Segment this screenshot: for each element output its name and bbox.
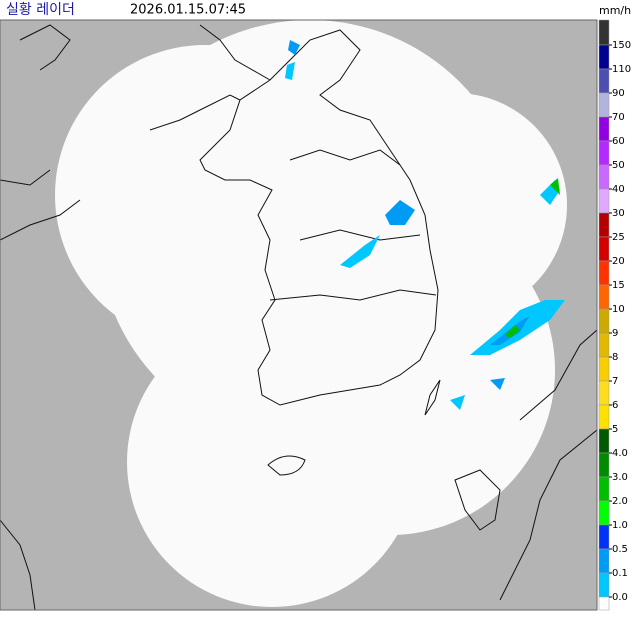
coastlines: [0, 24, 598, 611]
legend-label: 1.0: [612, 520, 628, 531]
legend-label: 30: [612, 208, 625, 219]
legend-swatch: [598, 524, 610, 550]
legend-swatch: [598, 548, 610, 574]
legend-swatch: [598, 164, 610, 190]
legend-label: 9: [612, 328, 618, 339]
legend-label: 0.0: [612, 592, 628, 603]
legend-label: 3.0: [612, 472, 628, 483]
legend-swatch: [598, 212, 610, 238]
legend-label: 2.0: [612, 496, 628, 507]
legend-swatch: [598, 404, 610, 430]
legend-label: 5: [612, 424, 618, 435]
legend-swatch: [598, 284, 610, 310]
legend-swatch: [598, 596, 610, 611]
legend-label: 6: [612, 400, 618, 411]
timestamp: 2026.01.15.07:45: [130, 3, 246, 18]
unit: mm/h: [599, 4, 631, 17]
map: [0, 19, 598, 611]
legend-label: 40: [612, 184, 625, 195]
legend-label: 0.5: [612, 544, 628, 555]
legend-label: 70: [612, 112, 625, 123]
legend-label: 8: [612, 352, 618, 363]
legend-label: 10: [612, 304, 625, 315]
map-frame: [0, 19, 598, 611]
legend-label: 50: [612, 160, 625, 171]
legend-swatch: [598, 452, 610, 478]
legend-label: 110: [612, 64, 631, 75]
echoes: [285, 40, 565, 410]
legend-swatch: [598, 572, 610, 598]
title: 실황 레이더: [6, 2, 75, 18]
legend-swatch: [598, 428, 610, 454]
legend-label: 60: [612, 136, 625, 147]
legend-swatch: [598, 92, 610, 118]
legend-swatch: [598, 116, 610, 142]
legend-label: 15: [612, 280, 625, 291]
legend-label: 0.1: [612, 568, 628, 579]
legend-swatch: [598, 356, 610, 382]
legend-swatch: [598, 140, 610, 166]
legend-swatch: [598, 308, 610, 334]
legend-swatch: [598, 476, 610, 502]
legend-swatch: [598, 68, 610, 94]
legend-swatch: [598, 19, 610, 46]
legend-label: 20: [612, 256, 625, 267]
legend-label: 90: [612, 88, 625, 99]
legend-swatch: [598, 332, 610, 358]
legend-swatch: [598, 500, 610, 526]
legend: 150 110 90 70 60 50 40 30 25 20 15 10 9 8 7 6 5 4.0 3.0 2.0…: [598, 19, 631, 611]
legend-label: 4.0: [612, 448, 628, 459]
legend-swatch: [598, 236, 610, 262]
legend-label: 25: [612, 232, 625, 243]
legend-swatch: [598, 260, 610, 286]
legend-label: 7: [612, 376, 618, 387]
legend-swatch: [598, 380, 610, 406]
legend-swatch: [598, 188, 610, 214]
legend-swatch: [598, 44, 610, 70]
legend-label: 150: [612, 40, 631, 51]
